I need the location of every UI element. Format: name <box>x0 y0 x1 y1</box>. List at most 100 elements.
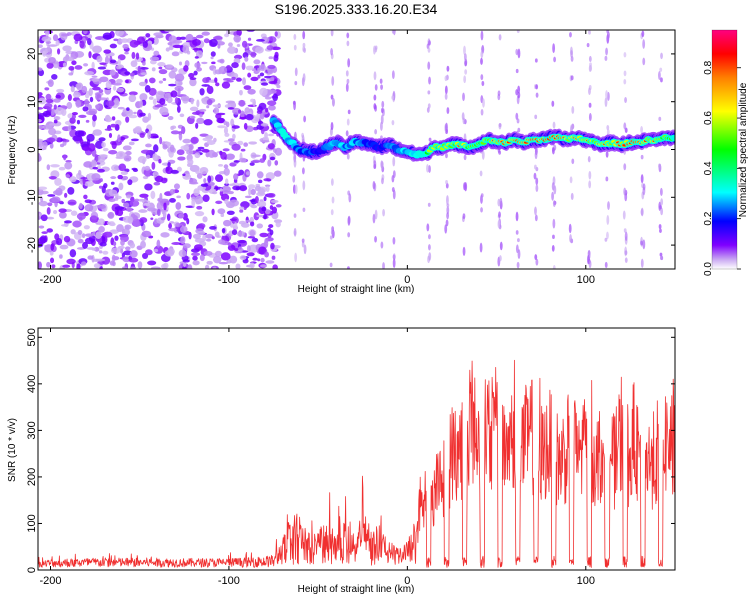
noise-cell <box>143 205 147 209</box>
streak-cell <box>446 195 449 206</box>
noise-cell <box>98 185 103 189</box>
streak-cell <box>329 262 333 268</box>
noise-cell <box>140 72 148 76</box>
noise-cell <box>114 97 120 105</box>
noise-cell <box>217 43 221 49</box>
streak-cell <box>347 232 351 238</box>
noise-cell <box>137 156 147 163</box>
noise-cell <box>158 69 168 75</box>
noise-cell <box>165 47 170 52</box>
noise-cell <box>53 98 61 103</box>
noise-cell <box>48 123 58 126</box>
noise-cell <box>46 261 51 268</box>
noise-cell <box>89 215 98 223</box>
noise-cell <box>38 97 47 105</box>
noise-cell <box>222 148 230 152</box>
noise-cell <box>122 43 129 50</box>
snr-panel: -200 -100 0 100 0 100 200 300 400 500 Height of … <box>7 327 676 595</box>
noise-cell <box>95 140 104 149</box>
noise-cell <box>136 36 146 45</box>
noise-cell <box>245 113 254 121</box>
streak-cell <box>463 53 467 61</box>
noise-cell <box>69 129 78 138</box>
streak-cell <box>606 215 610 225</box>
noise-cell <box>38 186 48 191</box>
streak-cell <box>331 98 335 107</box>
noise-cell <box>263 213 267 220</box>
noise-cell <box>257 258 261 262</box>
noise-cell <box>108 132 113 138</box>
noise-cell <box>157 62 166 67</box>
colorbar: 0.0 0.2 0.4 0.6 0.8 Normalized spectral ampl… <box>703 29 749 276</box>
snr-y-tick-label: 500 <box>26 328 38 346</box>
noise-cell <box>109 43 118 49</box>
noise-cell <box>201 84 210 87</box>
noise-cell <box>38 153 41 162</box>
streak-cell <box>428 234 431 240</box>
noise-cell <box>165 166 170 172</box>
noise-cell <box>109 229 119 234</box>
noise-cell <box>259 232 269 238</box>
noise-cell <box>61 224 69 227</box>
streak-cell <box>444 85 448 95</box>
noise-cell <box>250 160 261 163</box>
noise-cell <box>182 138 192 144</box>
noise-cell <box>210 51 216 57</box>
noise-cell <box>267 227 272 232</box>
noise-cell <box>229 218 238 222</box>
streak-cell <box>535 84 539 90</box>
noise-cell <box>195 200 201 205</box>
noise-cell <box>109 69 116 76</box>
streak-cell <box>659 228 662 233</box>
spectrogram-y-tick-label: 20 <box>26 48 38 60</box>
streak-cell <box>623 163 627 171</box>
noise-cell <box>63 235 71 243</box>
noise-cell <box>92 129 103 136</box>
noise-cell <box>197 223 206 229</box>
noise-cell <box>153 248 159 253</box>
streak-cell <box>588 30 591 35</box>
noise-cell <box>38 125 45 130</box>
noise-cell <box>239 209 244 213</box>
streak-cell <box>642 57 646 66</box>
noise-cell <box>250 204 258 209</box>
noise-cell <box>188 181 199 185</box>
streak-cell <box>659 252 663 257</box>
noise-cell <box>182 261 187 268</box>
noise-cell <box>236 231 246 237</box>
noise-cell <box>228 42 233 47</box>
noise-cell <box>102 250 109 255</box>
streak-cell <box>660 255 663 261</box>
streak-cell <box>463 75 467 84</box>
noise-cell <box>194 56 199 59</box>
colorbar-tick-label: 0.4 <box>703 161 714 175</box>
noise-cell <box>105 80 112 90</box>
streak-cell <box>624 231 628 242</box>
noise-cell <box>271 206 278 214</box>
noise-cell <box>269 205 274 210</box>
streak-cell <box>444 93 448 100</box>
streak-cell <box>534 214 538 222</box>
streak-cell <box>571 158 575 165</box>
noise-cell <box>252 257 259 261</box>
streak-cell <box>552 147 555 155</box>
streak-cell <box>446 65 450 72</box>
streak-cell <box>330 47 333 56</box>
noise-cell <box>164 191 172 196</box>
noise-cell <box>144 165 151 171</box>
noise-cell <box>57 48 61 55</box>
noise-cell <box>223 126 229 135</box>
noise-cell <box>245 219 251 223</box>
noise-cell <box>243 205 247 210</box>
noise-cell <box>126 107 130 111</box>
streak-cell <box>551 100 555 107</box>
noise-cell <box>203 119 213 126</box>
noise-cell <box>126 194 132 199</box>
snr-y-ticks: 0 100 200 300 400 500 <box>26 328 675 573</box>
noise-cell <box>212 266 217 269</box>
noise-cell <box>232 133 236 140</box>
noise-cell <box>45 30 50 37</box>
noise-cell <box>267 100 277 106</box>
streak-cell <box>660 77 663 83</box>
spectrogram-y-tick-label: -10 <box>26 189 38 205</box>
